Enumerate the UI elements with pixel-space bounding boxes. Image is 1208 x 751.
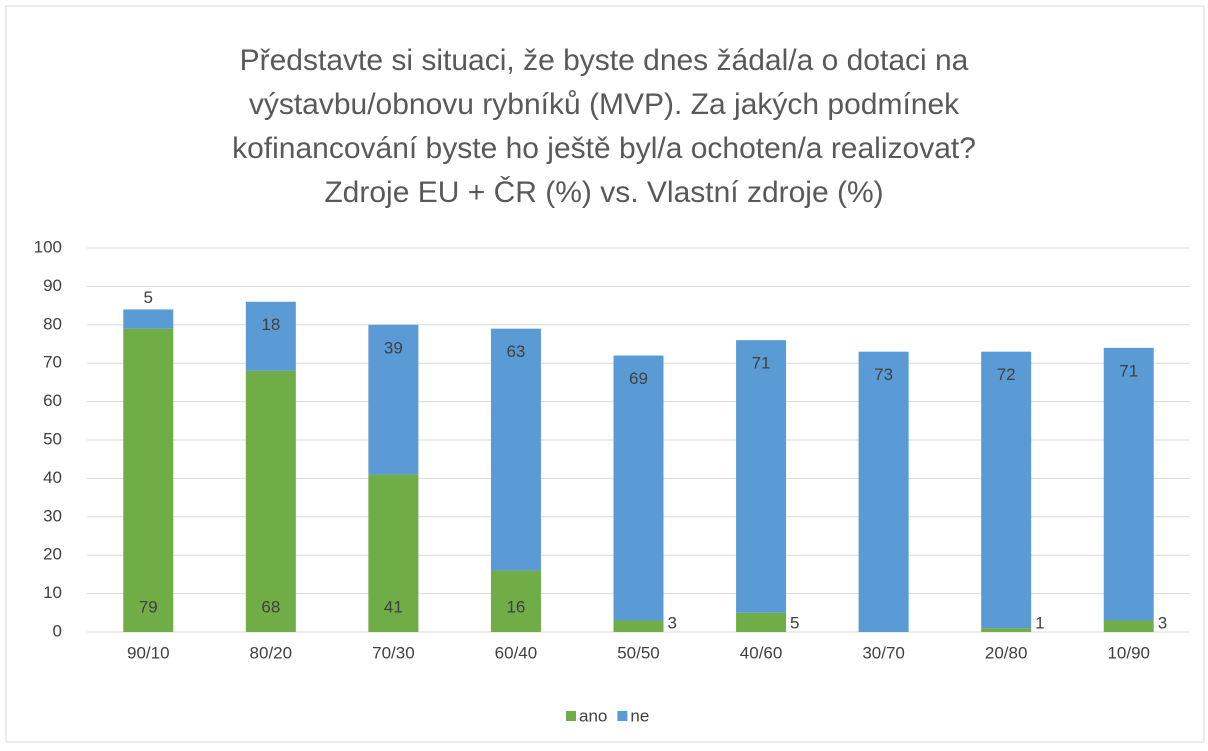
y-tick-label: 20 xyxy=(43,545,62,564)
x-tick-label: 20/80 xyxy=(985,643,1028,662)
legend-swatch xyxy=(566,711,576,721)
data-label: 71 xyxy=(1119,361,1138,380)
data-label: 5 xyxy=(790,613,799,632)
legend-label: ne xyxy=(630,706,649,725)
bar-segment xyxy=(1103,620,1154,632)
data-label: 3 xyxy=(1158,613,1167,632)
bar-segment xyxy=(858,351,909,632)
bar-segment xyxy=(736,340,787,613)
y-tick-label: 0 xyxy=(53,621,62,640)
y-tick-label: 70 xyxy=(43,353,62,372)
data-label: 69 xyxy=(629,369,648,388)
legend-swatch xyxy=(617,711,628,721)
data-label: 41 xyxy=(384,597,403,616)
data-label: 63 xyxy=(506,342,525,361)
data-label: 79 xyxy=(139,597,158,616)
y-tick-label: 50 xyxy=(43,429,62,448)
bar-segment xyxy=(123,328,174,632)
bar-segment xyxy=(245,370,296,632)
data-label: 73 xyxy=(874,365,893,384)
bar-segment xyxy=(368,324,419,475)
data-label: 3 xyxy=(668,613,677,632)
chart-title: výstavbu/obnovu rybníků (MVP). Za jakých… xyxy=(249,88,960,121)
data-label: 18 xyxy=(261,315,280,334)
data-label: 1 xyxy=(1035,613,1044,632)
bar-segment xyxy=(490,328,541,571)
y-tick-label: 90 xyxy=(43,276,62,295)
x-tick-label: 80/20 xyxy=(250,643,293,662)
bar-segment xyxy=(613,355,664,621)
y-tick-label: 60 xyxy=(43,391,62,410)
chart-title: kofinancování byste ho ještě byl/a ochot… xyxy=(232,132,976,165)
x-tick-label: 40/60 xyxy=(740,643,783,662)
bar-segment xyxy=(245,301,296,371)
bar-segment xyxy=(981,628,1032,632)
data-label: 71 xyxy=(752,354,771,373)
x-tick-label: 90/10 xyxy=(127,643,170,662)
bar-segment xyxy=(490,570,541,632)
y-tick-label: 30 xyxy=(43,506,62,525)
bar-segment xyxy=(613,620,664,632)
x-tick-label: 30/70 xyxy=(862,643,905,662)
data-label: 5 xyxy=(144,288,153,307)
legend-label: ano xyxy=(579,706,607,725)
bar-segment xyxy=(736,612,787,632)
data-label: 16 xyxy=(506,597,525,616)
x-tick-label: 70/30 xyxy=(372,643,415,662)
chart-title: Zdroje EU + ČR (%) vs. Vlastní zdroje (%… xyxy=(324,175,883,209)
bar-segment xyxy=(981,351,1032,629)
bar-segment xyxy=(1103,347,1154,621)
data-label: 39 xyxy=(384,338,403,357)
y-tick-label: 100 xyxy=(34,237,62,256)
bar-segment xyxy=(368,474,419,632)
data-label: 72 xyxy=(997,365,1016,384)
y-tick-label: 10 xyxy=(43,583,62,602)
bar-segment xyxy=(123,309,174,329)
chart-title: Představte si situaci, že byste dnes žád… xyxy=(240,44,969,77)
x-tick-label: 10/90 xyxy=(1107,643,1150,662)
y-tick-label: 80 xyxy=(43,314,62,333)
data-label: 68 xyxy=(261,597,280,616)
x-tick-label: 50/50 xyxy=(617,643,660,662)
y-tick-label: 40 xyxy=(43,468,62,487)
x-tick-label: 60/40 xyxy=(495,643,538,662)
